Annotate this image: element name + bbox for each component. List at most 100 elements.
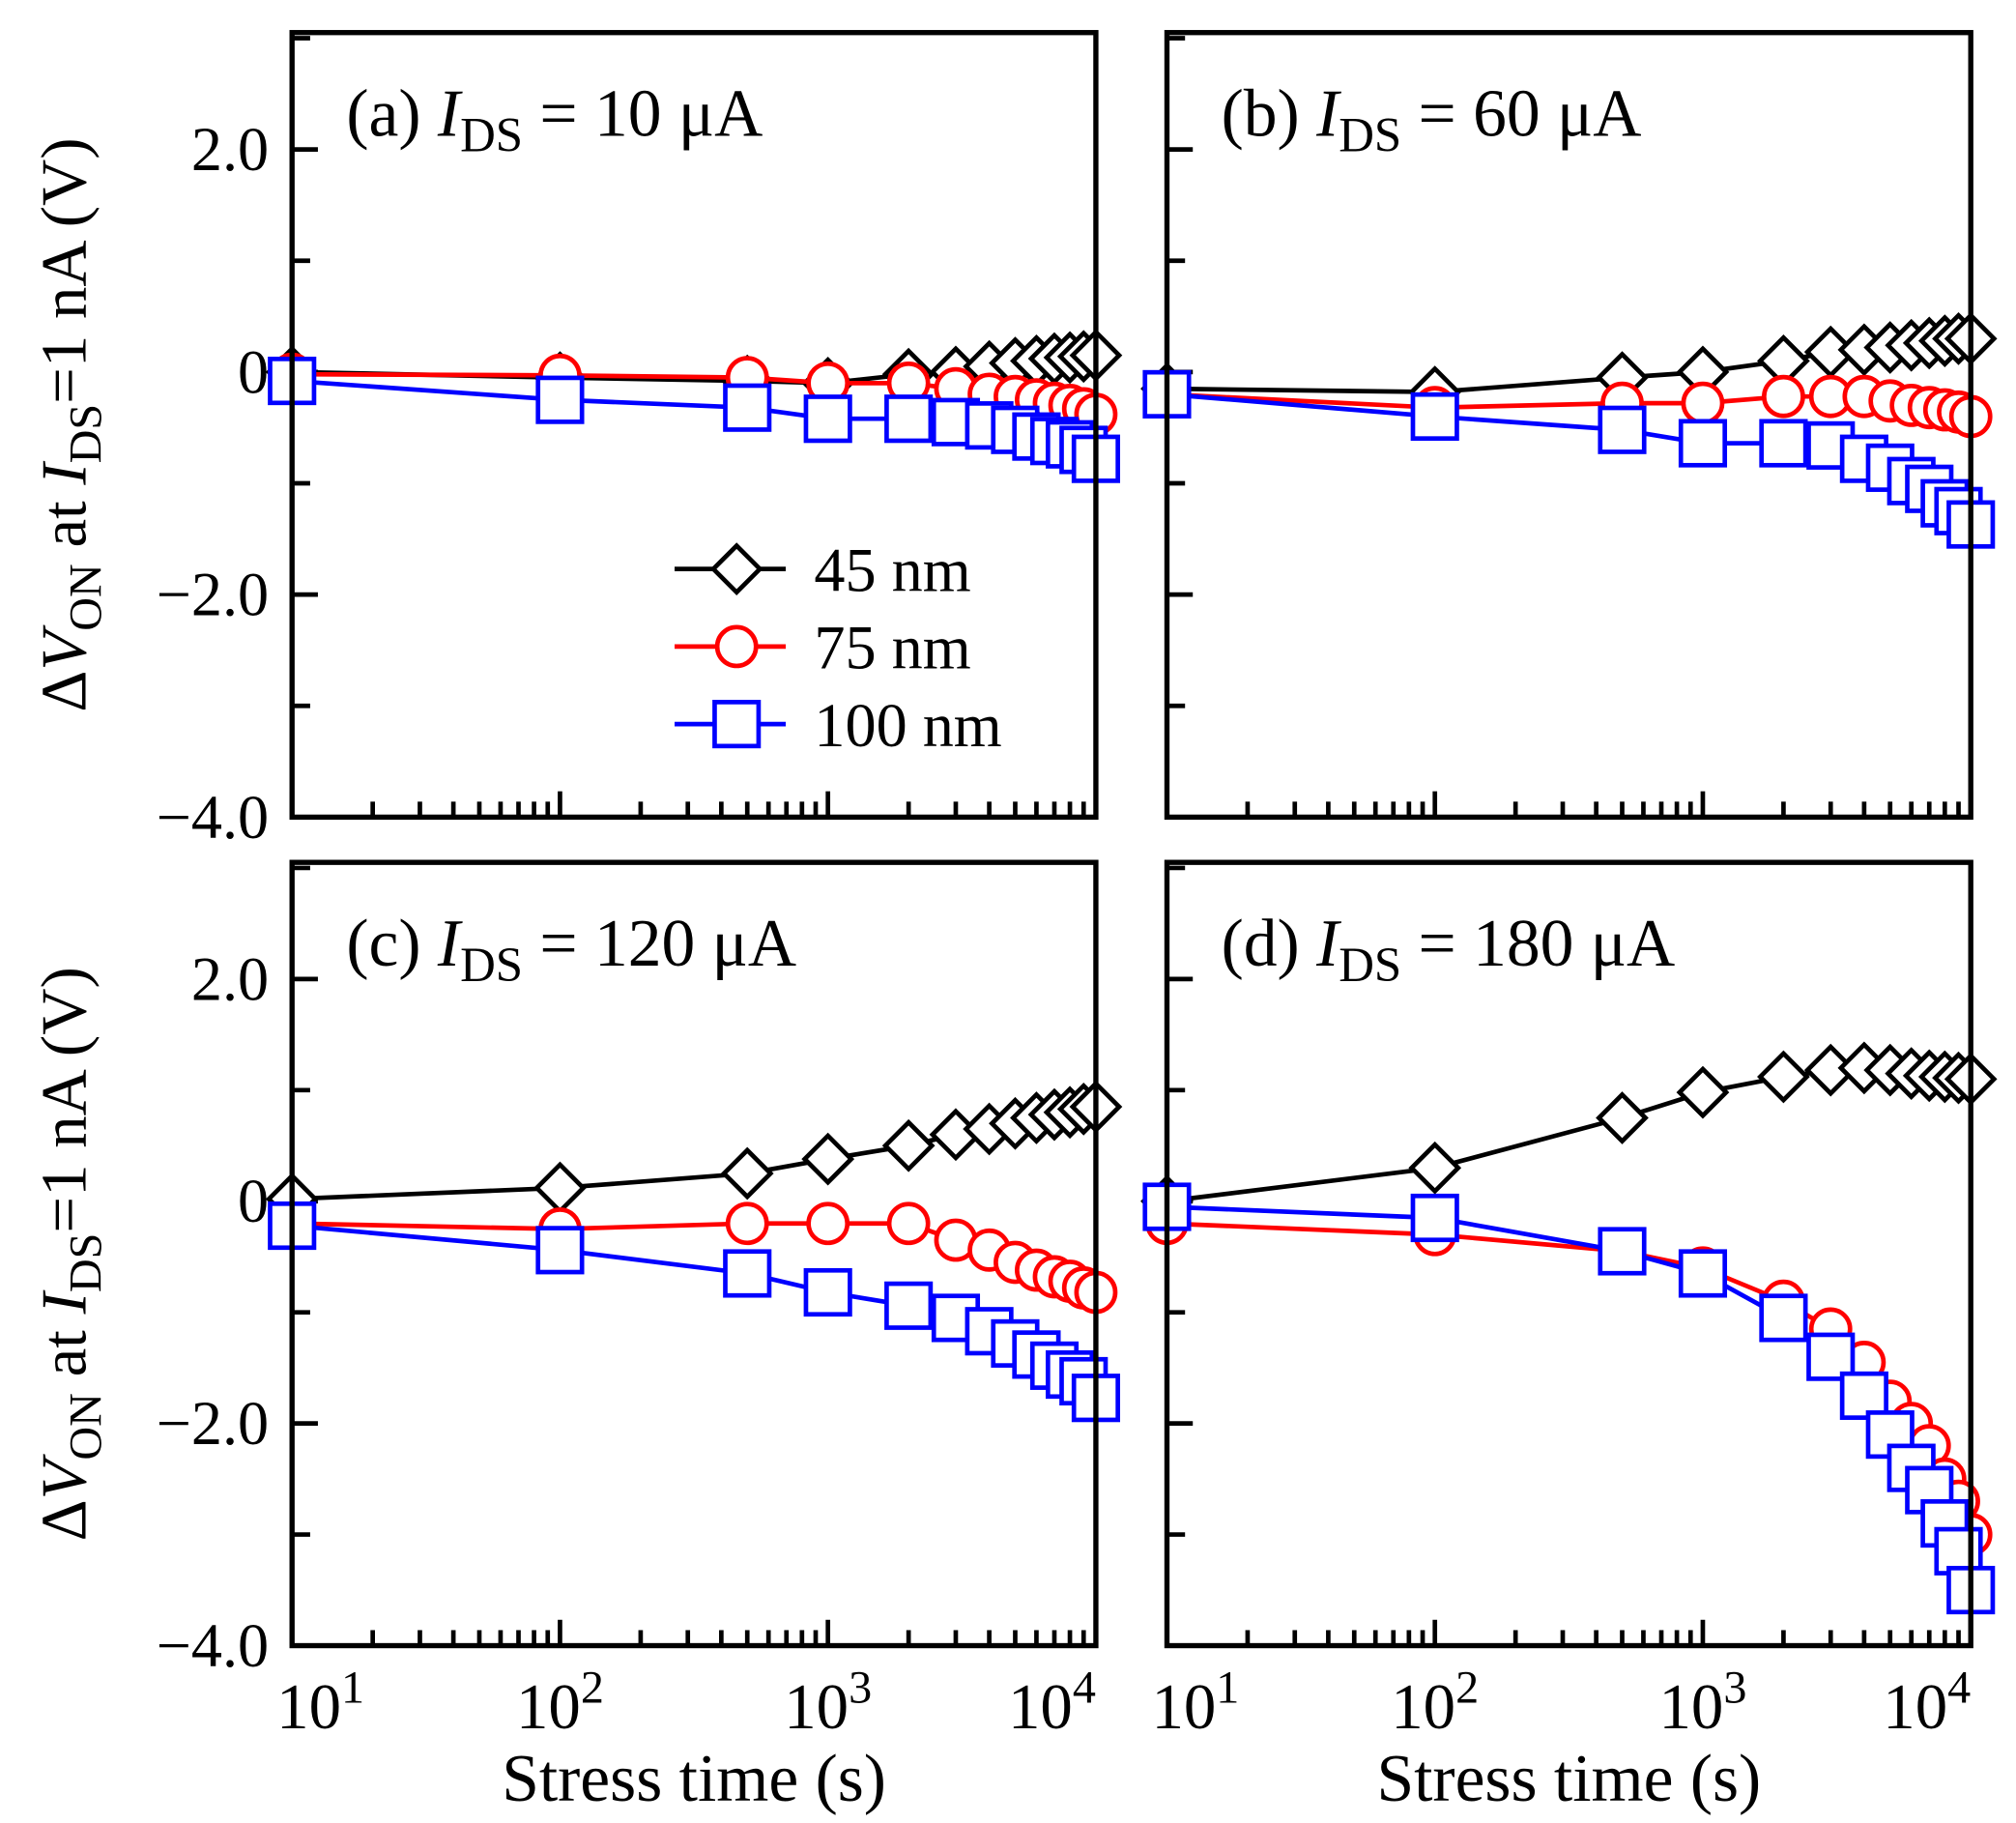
square-marker (1678, 419, 1728, 468)
square-marker (884, 1281, 934, 1330)
title-var: I (1315, 907, 1341, 981)
title-value: = 180 μA (1401, 907, 1675, 981)
title-sub: DS (1339, 938, 1401, 992)
legend-item: 75 nm (675, 614, 971, 682)
square-marker (1839, 1371, 1888, 1420)
x-tick-base: 10 (784, 1671, 849, 1743)
ylabel-v: V (28, 1453, 100, 1499)
square-marker (1598, 405, 1647, 454)
circle-marker (1762, 374, 1805, 419)
legend-item: 100 nm (675, 691, 1002, 760)
plot-frame (289, 859, 1099, 1649)
x-tick-label: 104 (1008, 1662, 1096, 1743)
series-75nm (270, 1201, 1118, 1315)
ylabel-v: V (28, 624, 100, 671)
ylabel-mid: at (28, 485, 100, 564)
legend: 45 nm 75 nm 100 nm (675, 535, 1002, 760)
ylabel-delta: Δ (28, 671, 100, 712)
x-tick-exp: 2 (581, 1662, 604, 1713)
ylabel-ds: DS (60, 1233, 111, 1293)
y-tick-label: 0 (238, 1167, 269, 1235)
series-line (1166, 1065, 1972, 1204)
y-tick-label: −2.0 (157, 1389, 269, 1458)
series-100nm (1142, 1182, 1996, 1615)
ylabel-on: ON (60, 564, 111, 631)
panel-title: (c) IDS = 120 μA (346, 907, 796, 992)
square-marker (1806, 1332, 1856, 1381)
ylabel-ds: DS (60, 404, 111, 464)
ylabel-delta: Δ (28, 1499, 100, 1541)
x-tick-base: 10 (1008, 1671, 1073, 1743)
title-var: I (437, 907, 463, 981)
x-tick-exp: 3 (1723, 1662, 1746, 1713)
legend-label: 45 nm (814, 535, 970, 604)
panel-title: (d) IDS = 180 μA (1222, 907, 1676, 992)
y-axis-label: ΔVON at IDS=1 nA (V) (28, 967, 111, 1541)
circle-marker (806, 1201, 850, 1246)
y-tick-label: −2.0 (157, 561, 269, 629)
x-tick-label: 102 (1391, 1662, 1479, 1743)
y-tick-label: 2.0 (191, 944, 269, 1013)
x-tick-exp: 1 (1216, 1662, 1239, 1713)
x-tick-exp: 1 (341, 1662, 364, 1713)
panel-title: (b) IDS = 60 μA (1222, 77, 1642, 162)
legend-item: 45 nm (675, 535, 971, 604)
square-marker (884, 394, 934, 444)
square-marker (712, 700, 762, 749)
x-tick-base: 10 (1659, 1671, 1724, 1743)
panel-title: (a) IDS = 10 μA (346, 77, 763, 162)
diamond-marker (801, 1132, 855, 1186)
square-marker (803, 394, 852, 444)
square-marker (1410, 391, 1459, 441)
ylabel-i: I (28, 461, 100, 486)
x-tick-exp: 2 (1455, 1662, 1479, 1713)
x-tick-exp: 3 (849, 1662, 872, 1713)
x-tick-label: 103 (1659, 1662, 1747, 1743)
title-value: = 60 μA (1401, 77, 1641, 152)
ylabel-tail: =1 nA (V) (28, 967, 100, 1232)
title-sub: DS (460, 938, 523, 992)
x-tick-base: 10 (516, 1671, 581, 1743)
x-tick-base: 10 (276, 1671, 341, 1743)
diamond-marker (709, 542, 763, 596)
legend-label: 100 nm (814, 691, 1001, 760)
x-axis-label: Stress time (s) (502, 1742, 886, 1816)
y-tick-label: 2.0 (191, 115, 269, 184)
x-tick-label: 103 (784, 1662, 872, 1743)
square-marker (723, 1249, 772, 1298)
x-axis-label: Stress time (s) (1376, 1742, 1761, 1816)
diamond-marker (1596, 1091, 1649, 1144)
series-45nm (1140, 1041, 1998, 1229)
square-marker (535, 375, 585, 424)
y-tick-label: 0 (238, 337, 269, 406)
square-marker (1598, 1227, 1647, 1276)
square-marker (1759, 1293, 1808, 1343)
panel-label: (b) (1222, 77, 1316, 152)
square-marker (1759, 419, 1808, 468)
circle-marker (1681, 381, 1725, 425)
diamond-marker (881, 1118, 936, 1172)
x-tick-base: 10 (1391, 1671, 1455, 1743)
series-100nm (268, 1201, 1121, 1423)
title-sub: DS (460, 108, 523, 162)
x-tick-base: 10 (1151, 1671, 1216, 1743)
x-tick-label: 102 (516, 1662, 604, 1743)
x-tick-base: 10 (1883, 1671, 1947, 1743)
square-marker (723, 383, 772, 432)
plot-frame (1164, 30, 1973, 821)
diamond-marker (533, 1161, 587, 1215)
axis-ticks (1165, 865, 1973, 1648)
x-tick-label: 104 (1883, 1662, 1971, 1743)
legend-label: 75 nm (814, 614, 970, 682)
plot-frame (1164, 859, 1973, 1649)
diamond-marker (1757, 1050, 1810, 1104)
square-marker (803, 1267, 852, 1317)
panel-label: (c) (346, 907, 438, 981)
y-tick-label: −4.0 (157, 783, 269, 852)
ylabel-tail: =1 nA (V) (28, 137, 100, 403)
title-value: = 10 μA (523, 77, 763, 152)
diamond-marker (1408, 1141, 1462, 1195)
